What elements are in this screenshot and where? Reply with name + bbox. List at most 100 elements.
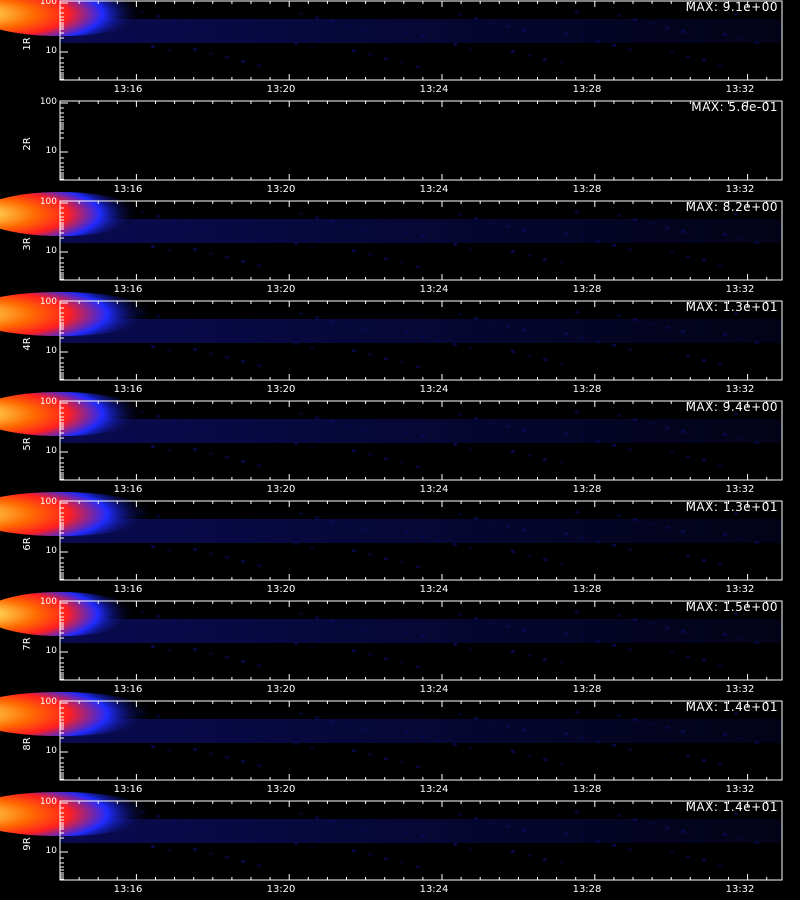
noise-speck	[278, 638, 282, 641]
y-tick-label: 10	[45, 246, 57, 256]
noise-speck	[702, 459, 706, 462]
noise-speck	[310, 546, 314, 549]
noise-speck	[686, 655, 690, 658]
noise-speck	[734, 12, 738, 15]
noise-speck	[246, 630, 250, 633]
noise-speck	[294, 342, 298, 345]
noise-speck	[543, 658, 547, 661]
noise-speck	[580, 536, 584, 539]
noise-speck	[331, 220, 335, 223]
noise-speck	[363, 628, 367, 631]
noise-speck	[739, 537, 743, 540]
x-tick-label: 13:20	[266, 484, 296, 495]
noise-speck	[405, 431, 409, 434]
plot-frame	[59, 300, 783, 381]
noise-speck	[294, 42, 298, 45]
noise-speck	[580, 736, 584, 739]
x-tick-label: 13:16	[113, 584, 143, 595]
noise-speck	[490, 321, 494, 324]
noise-speck	[522, 529, 526, 532]
x-tick-label: 13:32	[725, 684, 755, 695]
noise-speck	[363, 228, 367, 231]
noise-speck	[347, 24, 351, 27]
noise-speck	[723, 233, 727, 236]
noise-speck	[612, 744, 616, 747]
noise-speck	[225, 256, 229, 259]
noise-speck	[400, 461, 404, 464]
noise-speck	[681, 430, 685, 433]
panel-plot	[0, 592, 783, 681]
noise-speck	[172, 319, 176, 322]
noise-speck	[352, 49, 356, 52]
noise-speck	[527, 854, 531, 857]
noise-speck	[331, 620, 335, 623]
noise-speck	[665, 326, 669, 329]
noise-speck	[400, 261, 404, 264]
flare-burst	[0, 192, 141, 236]
noise-speck	[506, 425, 510, 428]
x-tick-label: 13:28	[572, 184, 602, 195]
noise-speck	[246, 330, 250, 333]
noise-speck	[575, 511, 579, 514]
noise-speck	[225, 356, 229, 359]
noise-speck	[718, 63, 722, 66]
noise-speck	[151, 645, 155, 648]
noise-speck	[670, 651, 674, 654]
background-haze	[60, 819, 782, 843]
noise-speck	[172, 219, 176, 222]
noise-speck	[559, 862, 563, 865]
y-tick-label: 100	[39, 797, 57, 807]
max-value-label: MAX: 1.3e+01	[685, 500, 778, 514]
noise-speck	[522, 329, 526, 332]
noise-speck	[474, 417, 478, 420]
noise-speck	[151, 845, 155, 848]
x-tick-label: 13:20	[266, 784, 296, 795]
noise-speck	[310, 246, 314, 249]
noise-speck	[628, 848, 632, 851]
noise-speck	[575, 11, 579, 14]
noise-speck	[384, 57, 388, 60]
noise-speck	[294, 742, 298, 745]
noise-speck	[188, 223, 192, 226]
noise-speck	[633, 418, 637, 421]
x-tick-label: 13:16	[113, 484, 143, 495]
noise-speck	[257, 764, 261, 767]
noise-speck	[739, 837, 743, 840]
max-value-label: MAX: 9.4e+00	[685, 400, 778, 414]
noise-speck	[400, 661, 404, 664]
noise-speck	[167, 649, 171, 652]
noise-speck	[564, 632, 568, 635]
x-tick-label: 13:16	[113, 884, 143, 895]
flare-burst	[0, 0, 146, 36]
noise-speck	[755, 441, 759, 444]
plot-frame	[59, 500, 783, 581]
noise-speck	[193, 748, 197, 751]
noise-speck	[559, 762, 563, 765]
noise-speck	[469, 347, 473, 350]
noise-speck	[617, 214, 621, 217]
noise-speck	[156, 615, 160, 618]
noise-speck	[193, 548, 197, 551]
noise-speck	[262, 334, 266, 337]
noise-speck	[315, 216, 319, 219]
noise-speck	[633, 218, 637, 221]
y-tick-label: 100	[39, 497, 57, 507]
noise-speck	[172, 619, 176, 622]
noise-speck	[543, 558, 547, 561]
noise-speck	[511, 650, 515, 653]
noise-speck	[596, 540, 600, 543]
noise-speck	[681, 30, 685, 33]
noise-speck	[262, 234, 266, 237]
noise-speck	[564, 432, 568, 435]
noise-speck	[527, 654, 531, 657]
noise-speck	[167, 49, 171, 52]
noise-speck	[368, 853, 372, 856]
noise-speck	[172, 419, 176, 422]
noise-speck	[405, 31, 409, 34]
background-haze	[60, 619, 782, 643]
noise-speck	[575, 711, 579, 714]
noise-speck	[522, 29, 526, 32]
noise-speck	[612, 444, 616, 447]
noise-speck	[188, 723, 192, 726]
y-tick-label: 10	[45, 446, 57, 456]
